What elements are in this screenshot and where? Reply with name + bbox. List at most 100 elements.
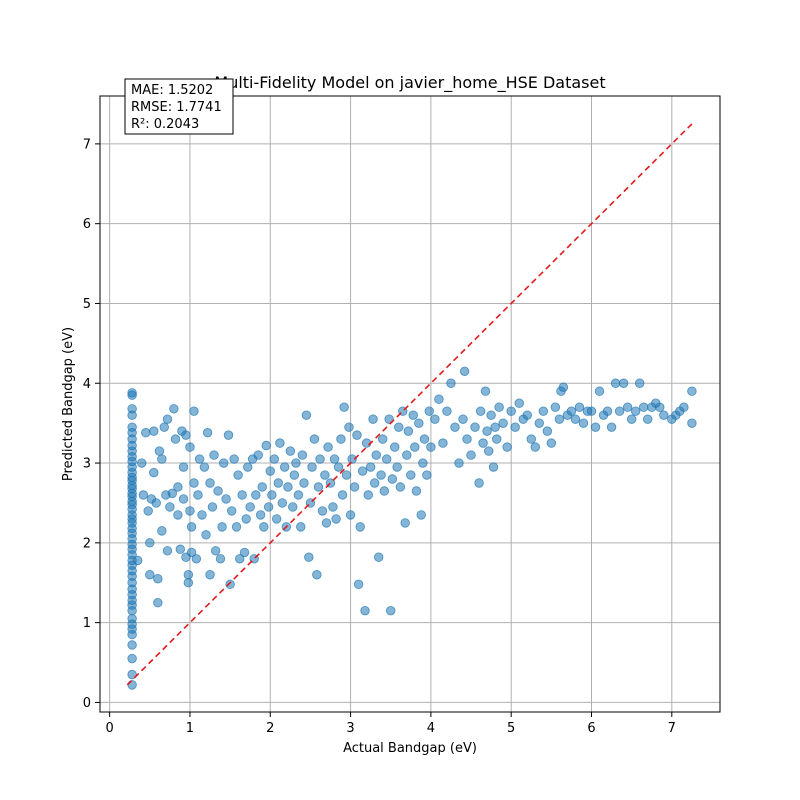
data-point: [215, 554, 226, 564]
data-point: [484, 446, 494, 456]
y-tick-label: 2: [83, 536, 91, 551]
data-point: [365, 462, 376, 472]
data-point: [394, 422, 404, 432]
data-point: [578, 418, 589, 428]
data-point: [510, 422, 520, 432]
y-axis-label: Predicted Bandgap (eV): [61, 327, 76, 481]
data-point: [183, 578, 194, 588]
data-point: [288, 502, 298, 512]
data-point: [186, 547, 197, 558]
data-point: [175, 544, 186, 554]
data-point: [377, 434, 388, 444]
data-point: [153, 597, 163, 608]
data-point: [347, 454, 357, 464]
data-point: [127, 669, 137, 680]
x-tick-label: 6: [587, 721, 595, 736]
data-point: [390, 442, 400, 452]
data-point: [239, 547, 250, 558]
data-point: [418, 458, 428, 468]
data-point: [376, 470, 386, 480]
data-point: [253, 450, 263, 460]
data-point: [502, 442, 512, 452]
data-point: [313, 482, 324, 492]
data-point: [185, 506, 195, 516]
chart-title: Multi-Fidelity Model on javier_home_HSE …: [214, 73, 605, 93]
data-point: [554, 414, 565, 424]
data-point: [419, 434, 430, 444]
data-point: [344, 422, 354, 432]
data-point: [210, 546, 221, 556]
stats-box-frame: [124, 78, 234, 135]
data-point: [446, 378, 456, 388]
data-point: [534, 418, 545, 428]
data-point: [506, 406, 516, 416]
data-point: [225, 579, 235, 590]
data-point: [368, 414, 378, 424]
data-point: [159, 422, 169, 432]
data-point: [333, 462, 344, 472]
y-tick-label: 6: [83, 217, 91, 232]
data-point: [336, 434, 346, 444]
data-point: [229, 454, 239, 464]
data-point: [205, 570, 215, 580]
data-point: [312, 570, 322, 580]
y-axis-ticks: 0 1 2 3 4 5 6 7: [83, 137, 100, 711]
data-point: [151, 498, 161, 508]
data-point: [492, 434, 502, 444]
data-point: [403, 426, 414, 436]
data-point: [307, 462, 317, 472]
data-point: [618, 378, 629, 388]
data-point: [570, 414, 581, 424]
data-point: [137, 458, 147, 468]
data-point: [191, 554, 202, 564]
data-point: [291, 458, 301, 468]
data-point: [183, 570, 194, 580]
data-point: [273, 478, 283, 488]
data-point: [162, 414, 173, 424]
data-point: [207, 502, 218, 512]
data-point: [450, 422, 460, 432]
data-point: [233, 470, 243, 480]
data-point: [227, 506, 237, 516]
data-point: [127, 640, 137, 650]
data-point: [170, 434, 181, 444]
data-point: [315, 454, 325, 464]
data-point: [169, 404, 179, 414]
data-point: [482, 426, 492, 436]
data-point: [277, 498, 288, 508]
data-point: [369, 478, 380, 488]
data-point: [209, 450, 219, 460]
data-point: [178, 494, 189, 504]
data-point: [127, 653, 137, 664]
data-point: [283, 482, 293, 492]
data-point: [285, 446, 296, 456]
data-point: [550, 402, 561, 412]
data-point: [149, 467, 159, 478]
data-point: [329, 454, 340, 464]
data-point: [193, 490, 203, 500]
data-point: [416, 510, 426, 520]
data-point: [594, 386, 605, 396]
data-point: [299, 478, 309, 488]
data-point: [189, 478, 199, 488]
data-point: [293, 490, 304, 500]
data-point: [275, 438, 285, 448]
data-point: [574, 402, 585, 412]
data-point: [235, 554, 245, 564]
data-point: [408, 410, 418, 420]
data-point: [157, 454, 167, 464]
data-point: [679, 402, 689, 412]
data-point: [530, 442, 540, 452]
data-point: [606, 422, 617, 432]
data-point: [194, 454, 205, 464]
data-point: [379, 486, 390, 496]
data-point: [231, 522, 242, 532]
data-point: [127, 404, 137, 414]
data-point: [602, 406, 613, 416]
data-point: [301, 410, 312, 420]
data-point: [462, 434, 472, 444]
data-point: [384, 414, 394, 424]
data-point: [614, 406, 625, 416]
